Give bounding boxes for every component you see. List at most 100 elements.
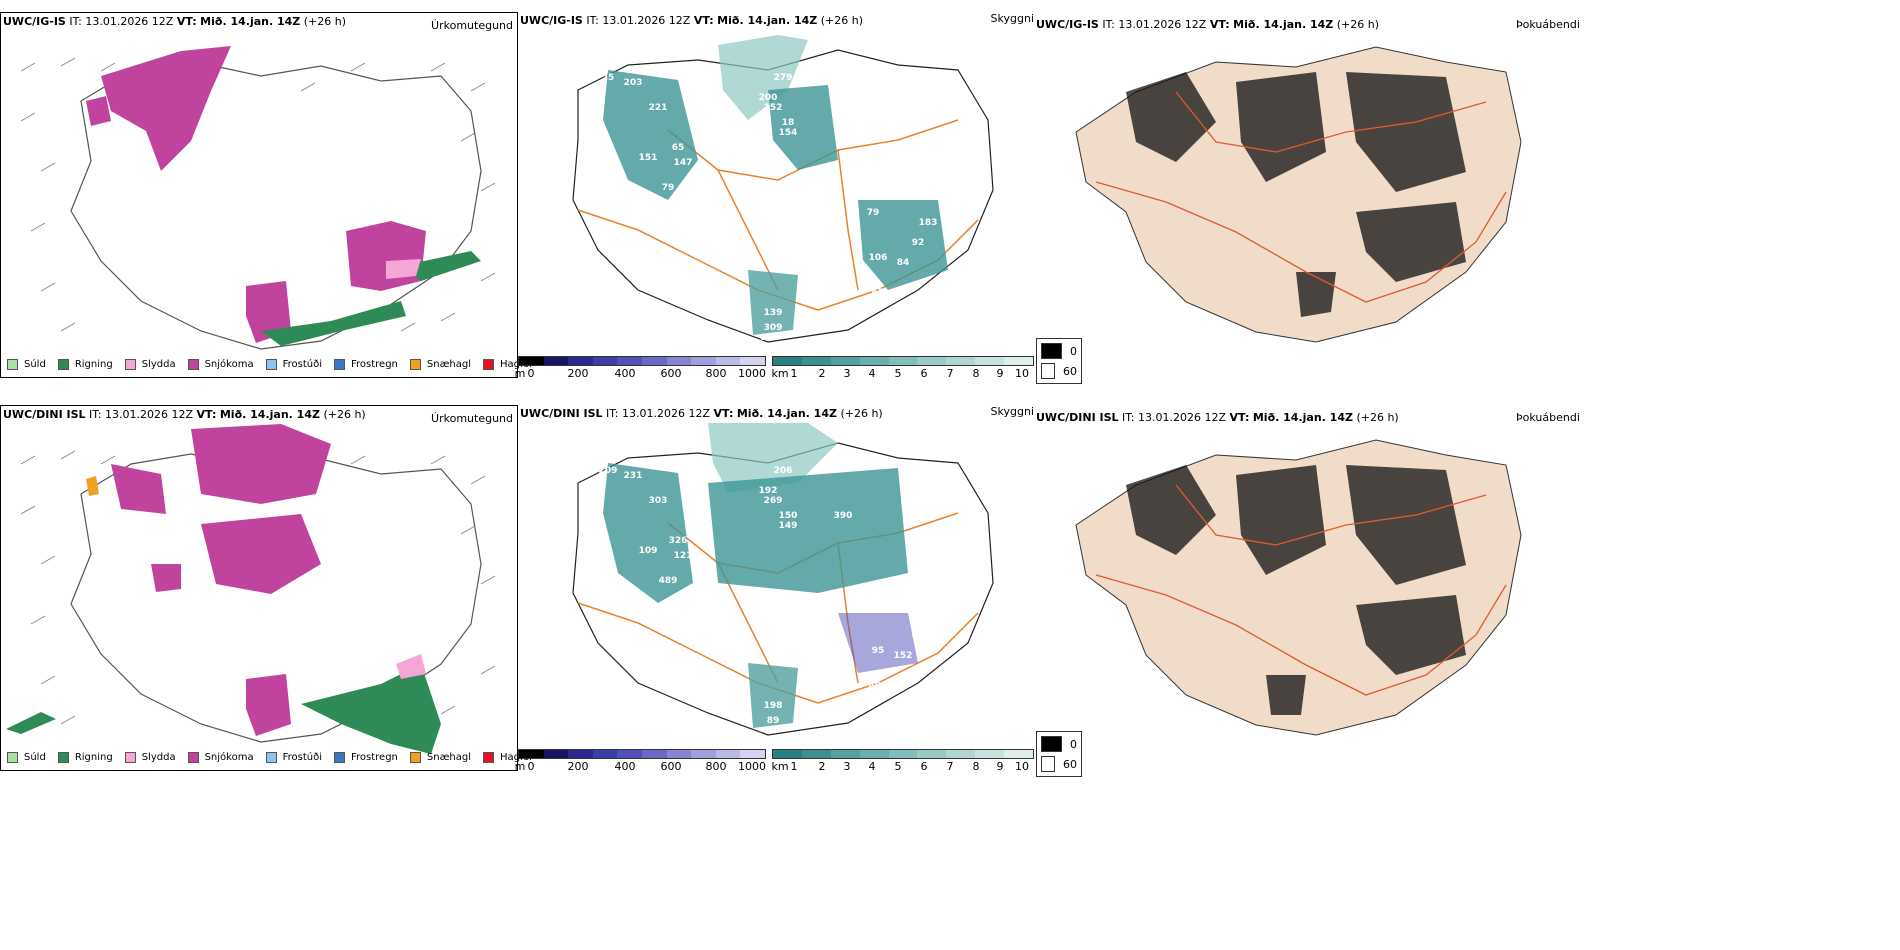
graupel-area	[86, 476, 99, 496]
height-label: 489	[659, 576, 678, 586]
legend-item: Snæhagl	[409, 752, 471, 763]
panel-header: UWC/IG-IS IT: 13.01.2026 12Z VT: Mið. 14…	[520, 14, 864, 27]
visibility-colorbar: km 1 2 3 4 5 6 7 8 9 10	[771, 356, 1034, 380]
height-label: 95	[872, 646, 885, 656]
legend-item: Rigning	[57, 752, 113, 763]
legend-swatch	[265, 752, 277, 763]
snow-area	[86, 96, 111, 126]
fog-swatch	[1041, 363, 1055, 379]
legend-swatch	[334, 752, 345, 763]
height-label: 92	[922, 611, 935, 621]
legend-item: Súld	[7, 359, 46, 370]
low-visibility-area	[858, 200, 948, 290]
height-label: 139	[764, 308, 783, 318]
height-label: 152	[764, 103, 783, 113]
panel-title: Þokuábendi	[1516, 18, 1580, 31]
height-label: 149	[779, 521, 798, 531]
fog-swatch	[1041, 736, 1062, 752]
valid-time: Mið. 14.jan. 14Z	[200, 15, 301, 28]
fog-road-network	[1095, 484, 1507, 696]
lead-time: (+26 h)	[303, 15, 347, 28]
legend-item: Frostúði	[265, 359, 322, 370]
rain-area	[261, 301, 406, 346]
visibility-colorbar-strip	[772, 356, 1034, 366]
panel-title: Skyggni	[990, 12, 1034, 25]
height-label: 203	[624, 78, 643, 88]
legend-swatch	[483, 752, 495, 763]
low-visibility-area	[718, 35, 808, 120]
visibility-panel-bottom: UWC/DINI ISL IT: 13.01.2026 12Z VT: Mið.…	[514, 405, 1036, 773]
height-label: 200	[759, 93, 778, 103]
model-name: UWC/IG-IS	[520, 14, 583, 27]
wind-barbs	[20, 57, 496, 332]
legend-swatch	[334, 359, 345, 370]
init-time: 13.01.2026 12Z	[85, 15, 174, 28]
legend-item: Slydda	[124, 359, 176, 370]
fog-swatch	[1041, 756, 1055, 772]
legend-swatch	[57, 752, 69, 763]
height-label: 390	[834, 511, 853, 521]
legend-item: Slydda	[124, 752, 176, 763]
height-label: 192	[694, 168, 713, 178]
height-label: 279	[774, 73, 793, 83]
height-label: 154	[779, 128, 798, 138]
height-label: 84	[897, 258, 910, 268]
height-colorbar-strip	[518, 749, 766, 759]
panel-header: UWC/DINI ISL IT: 13.01.2026 12Z VT: Mið.…	[1036, 411, 1399, 424]
init-time: 13.01.2026 12Z	[1138, 411, 1227, 424]
height-label: 151	[639, 153, 658, 163]
legend-item: Súld	[7, 752, 46, 763]
snow-area	[246, 674, 291, 736]
low-visibility-area	[603, 70, 698, 200]
snow-area	[346, 221, 426, 291]
lead-time: (+26 h)	[1356, 411, 1399, 424]
legend-swatch	[187, 359, 199, 370]
height-label: 147	[584, 506, 603, 516]
precip-type-panel-top: UWC/IG-IS IT: 13.01.2026 12Z VT: Mið. 14…	[0, 12, 532, 378]
legend-swatch	[7, 752, 18, 763]
height-label: 192	[759, 486, 778, 496]
low-visibility-area	[708, 468, 908, 593]
low-visibility-area	[748, 663, 798, 728]
wind-barbs	[20, 450, 496, 725]
low-visibility-area	[768, 85, 838, 170]
model-name: UWC/DINI ISL	[1036, 411, 1119, 424]
height-label: 89	[767, 716, 780, 726]
legend-swatch	[409, 359, 421, 370]
height-label: 109	[639, 546, 658, 556]
legend-swatch	[409, 752, 421, 763]
legend-item: Snjókoma	[187, 752, 254, 763]
rain-area	[401, 251, 481, 281]
height-label: 92	[912, 238, 925, 248]
legend-item: Haglél	[483, 359, 532, 370]
legend-item: Snjókoma	[187, 359, 254, 370]
legend-swatch	[7, 359, 18, 370]
height-label: 147	[674, 158, 693, 168]
snow-area	[246, 281, 291, 343]
height-label: 18	[587, 113, 600, 123]
panel-title: Þokuábendi	[1516, 411, 1580, 424]
rain-area	[6, 712, 56, 734]
height-label: 79	[867, 208, 880, 218]
height-colorbar-ticks: m 0 200 400 600 800 1000	[514, 367, 766, 380]
fog-index-panel-bottom: 0 60 UWC/DINI ISL IT: 13.01.2026 12Z VT:…	[1036, 405, 1900, 777]
valid-time: Mið. 14.jan. 14Z	[1252, 411, 1353, 424]
fog-swatch	[1041, 343, 1062, 359]
height-label: 65	[872, 288, 885, 298]
low-visibility-area	[838, 613, 918, 673]
precip-type-legend: Súld Rigning Slydda Snjókoma Frostúði Fr…	[7, 752, 544, 763]
height-colorbar-ticks: m 0 200 400 600 800 1000	[514, 760, 766, 773]
height-label: 206	[774, 466, 793, 476]
rain-area	[301, 664, 441, 754]
fog-shading	[1126, 72, 1466, 317]
fog-shading	[1126, 465, 1466, 715]
legend-swatch	[265, 359, 277, 370]
legend-swatch	[124, 752, 136, 763]
precip-map	[6, 424, 496, 754]
legend-item: Snæhagl	[409, 359, 471, 370]
snow-area	[151, 564, 181, 592]
height-colorbar-strip	[518, 356, 766, 366]
legend-item: Frostregn	[334, 359, 398, 370]
